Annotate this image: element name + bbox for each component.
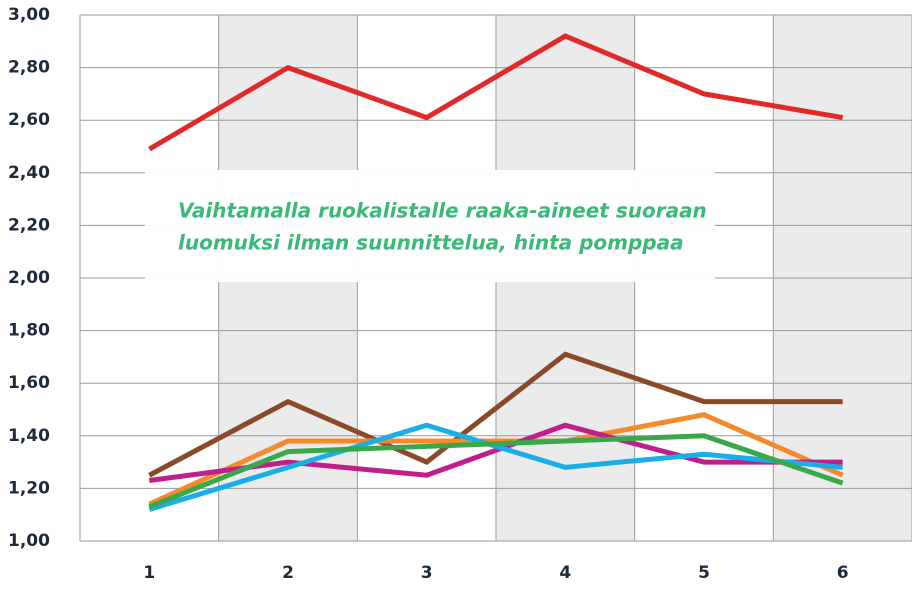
y-tick-label: 2,80: [8, 58, 50, 78]
x-tick-label: 3: [421, 563, 433, 583]
y-tick-label: 1,80: [8, 321, 50, 341]
y-tick-label: 2,20: [8, 215, 50, 235]
chart: 1,00 1,20 1,40 1,60 1,80 2,00 2,20 2,40 2,60 2,80…: [0, 0, 912, 588]
y-tick-label: 3,00: [8, 5, 50, 25]
x-tick-label: 4: [559, 563, 571, 583]
y-tick-label: 1,40: [8, 426, 50, 446]
y-tick-label: 1,60: [8, 373, 50, 393]
y-tick-label: 1,00: [8, 531, 50, 551]
annotation: luomuksi ilman suunnittelua, hinta pompp…: [178, 231, 684, 255]
annotation: Vaihtamalla ruokalistalle raaka-aineet s…: [178, 199, 707, 223]
y-tick-label: 1,20: [8, 478, 50, 498]
annotation-box: [145, 170, 715, 282]
x-tick-label: 2: [282, 563, 294, 583]
y-tick-label: 2,00: [8, 268, 50, 288]
x-tick-label: 6: [837, 563, 849, 583]
y-tick-label: 2,60: [8, 110, 50, 130]
y-tick-label: 2,40: [8, 163, 50, 183]
x-tick-label: 1: [143, 563, 155, 583]
x-tick-label: 5: [698, 563, 710, 583]
